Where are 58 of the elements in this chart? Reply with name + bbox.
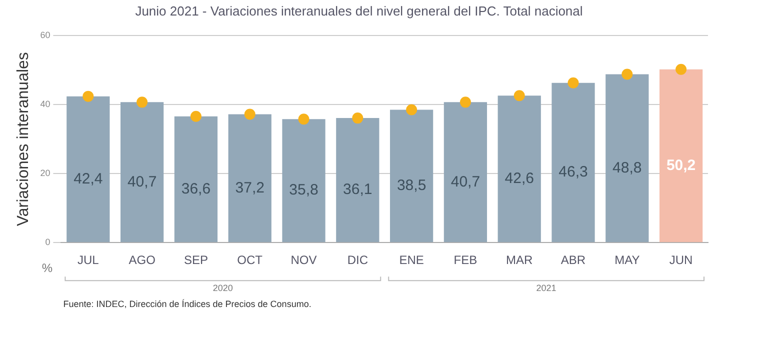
- x-tick-label: MAR: [506, 253, 534, 268]
- data-label: 37,2: [235, 179, 264, 196]
- point: [352, 112, 364, 124]
- bar: [606, 74, 649, 242]
- data-label: 35,8: [289, 182, 318, 199]
- x-tick-label: AGO: [128, 253, 156, 268]
- x-tick-label: JUL: [77, 253, 100, 268]
- bar: [174, 116, 218, 242]
- point: [514, 90, 525, 102]
- point: [676, 64, 687, 75]
- bar: [66, 96, 110, 242]
- data-label: 38,5: [396, 177, 426, 194]
- x-tick-label: NOV: [290, 253, 317, 268]
- data-label: 50,2: [666, 156, 696, 174]
- source-note: Fuente: INDEC, Dirección de Índices de Precios de Consumo.: [63, 299, 312, 310]
- point: [190, 110, 202, 122]
- y-tick-label: 40: [40, 99, 50, 110]
- bar: [444, 102, 488, 242]
- x-tick-label: MAY: [614, 253, 640, 268]
- y-tick-label: 60: [40, 30, 50, 40]
- x-tick-label: JUN: [669, 253, 693, 268]
- x-tick-label: FEB: [454, 253, 478, 268]
- bar: [282, 119, 326, 242]
- point: [136, 96, 148, 108]
- point: [298, 114, 310, 125]
- data-label: 42,4: [74, 170, 103, 188]
- data-label: 46,3: [558, 164, 588, 181]
- chart-title: Junio 2021 - Variaciones interanuales del nivel general del IPC. Total nacional: [135, 3, 583, 18]
- bar: [120, 102, 164, 242]
- point: [244, 108, 256, 120]
- text: %: [42, 260, 53, 275]
- data-label: 36,1: [343, 181, 372, 198]
- bar: [659, 69, 703, 242]
- bar: [228, 114, 272, 242]
- text: 2020: [212, 283, 233, 294]
- bar: [552, 82, 595, 242]
- y-axis-title: Variaciones interanuales: [15, 52, 32, 226]
- x-tick-label: ENE: [399, 253, 424, 268]
- text: 2021: [536, 283, 556, 294]
- point: [622, 68, 633, 80]
- x-tick-label: ABR: [560, 253, 586, 268]
- data-label: 42,6: [504, 170, 534, 188]
- bar: [390, 110, 434, 242]
- data-label: 40,7: [127, 173, 157, 190]
- data-label: 36,6: [181, 180, 211, 198]
- bar: [498, 96, 541, 242]
- point: [82, 90, 94, 102]
- point: [568, 77, 579, 88]
- y-tick-label: 0: [45, 237, 50, 248]
- x-tick-label: SEP: [184, 253, 208, 268]
- x-tick-label: DIC: [347, 253, 368, 268]
- y-tick-label: 20: [40, 168, 50, 178]
- point: [406, 104, 418, 116]
- point: [460, 96, 471, 108]
- data-label: 40,7: [450, 173, 480, 190]
- data-label: 48,8: [612, 159, 642, 176]
- bar: [336, 118, 380, 242]
- x-tick-label: OCT: [237, 253, 264, 268]
